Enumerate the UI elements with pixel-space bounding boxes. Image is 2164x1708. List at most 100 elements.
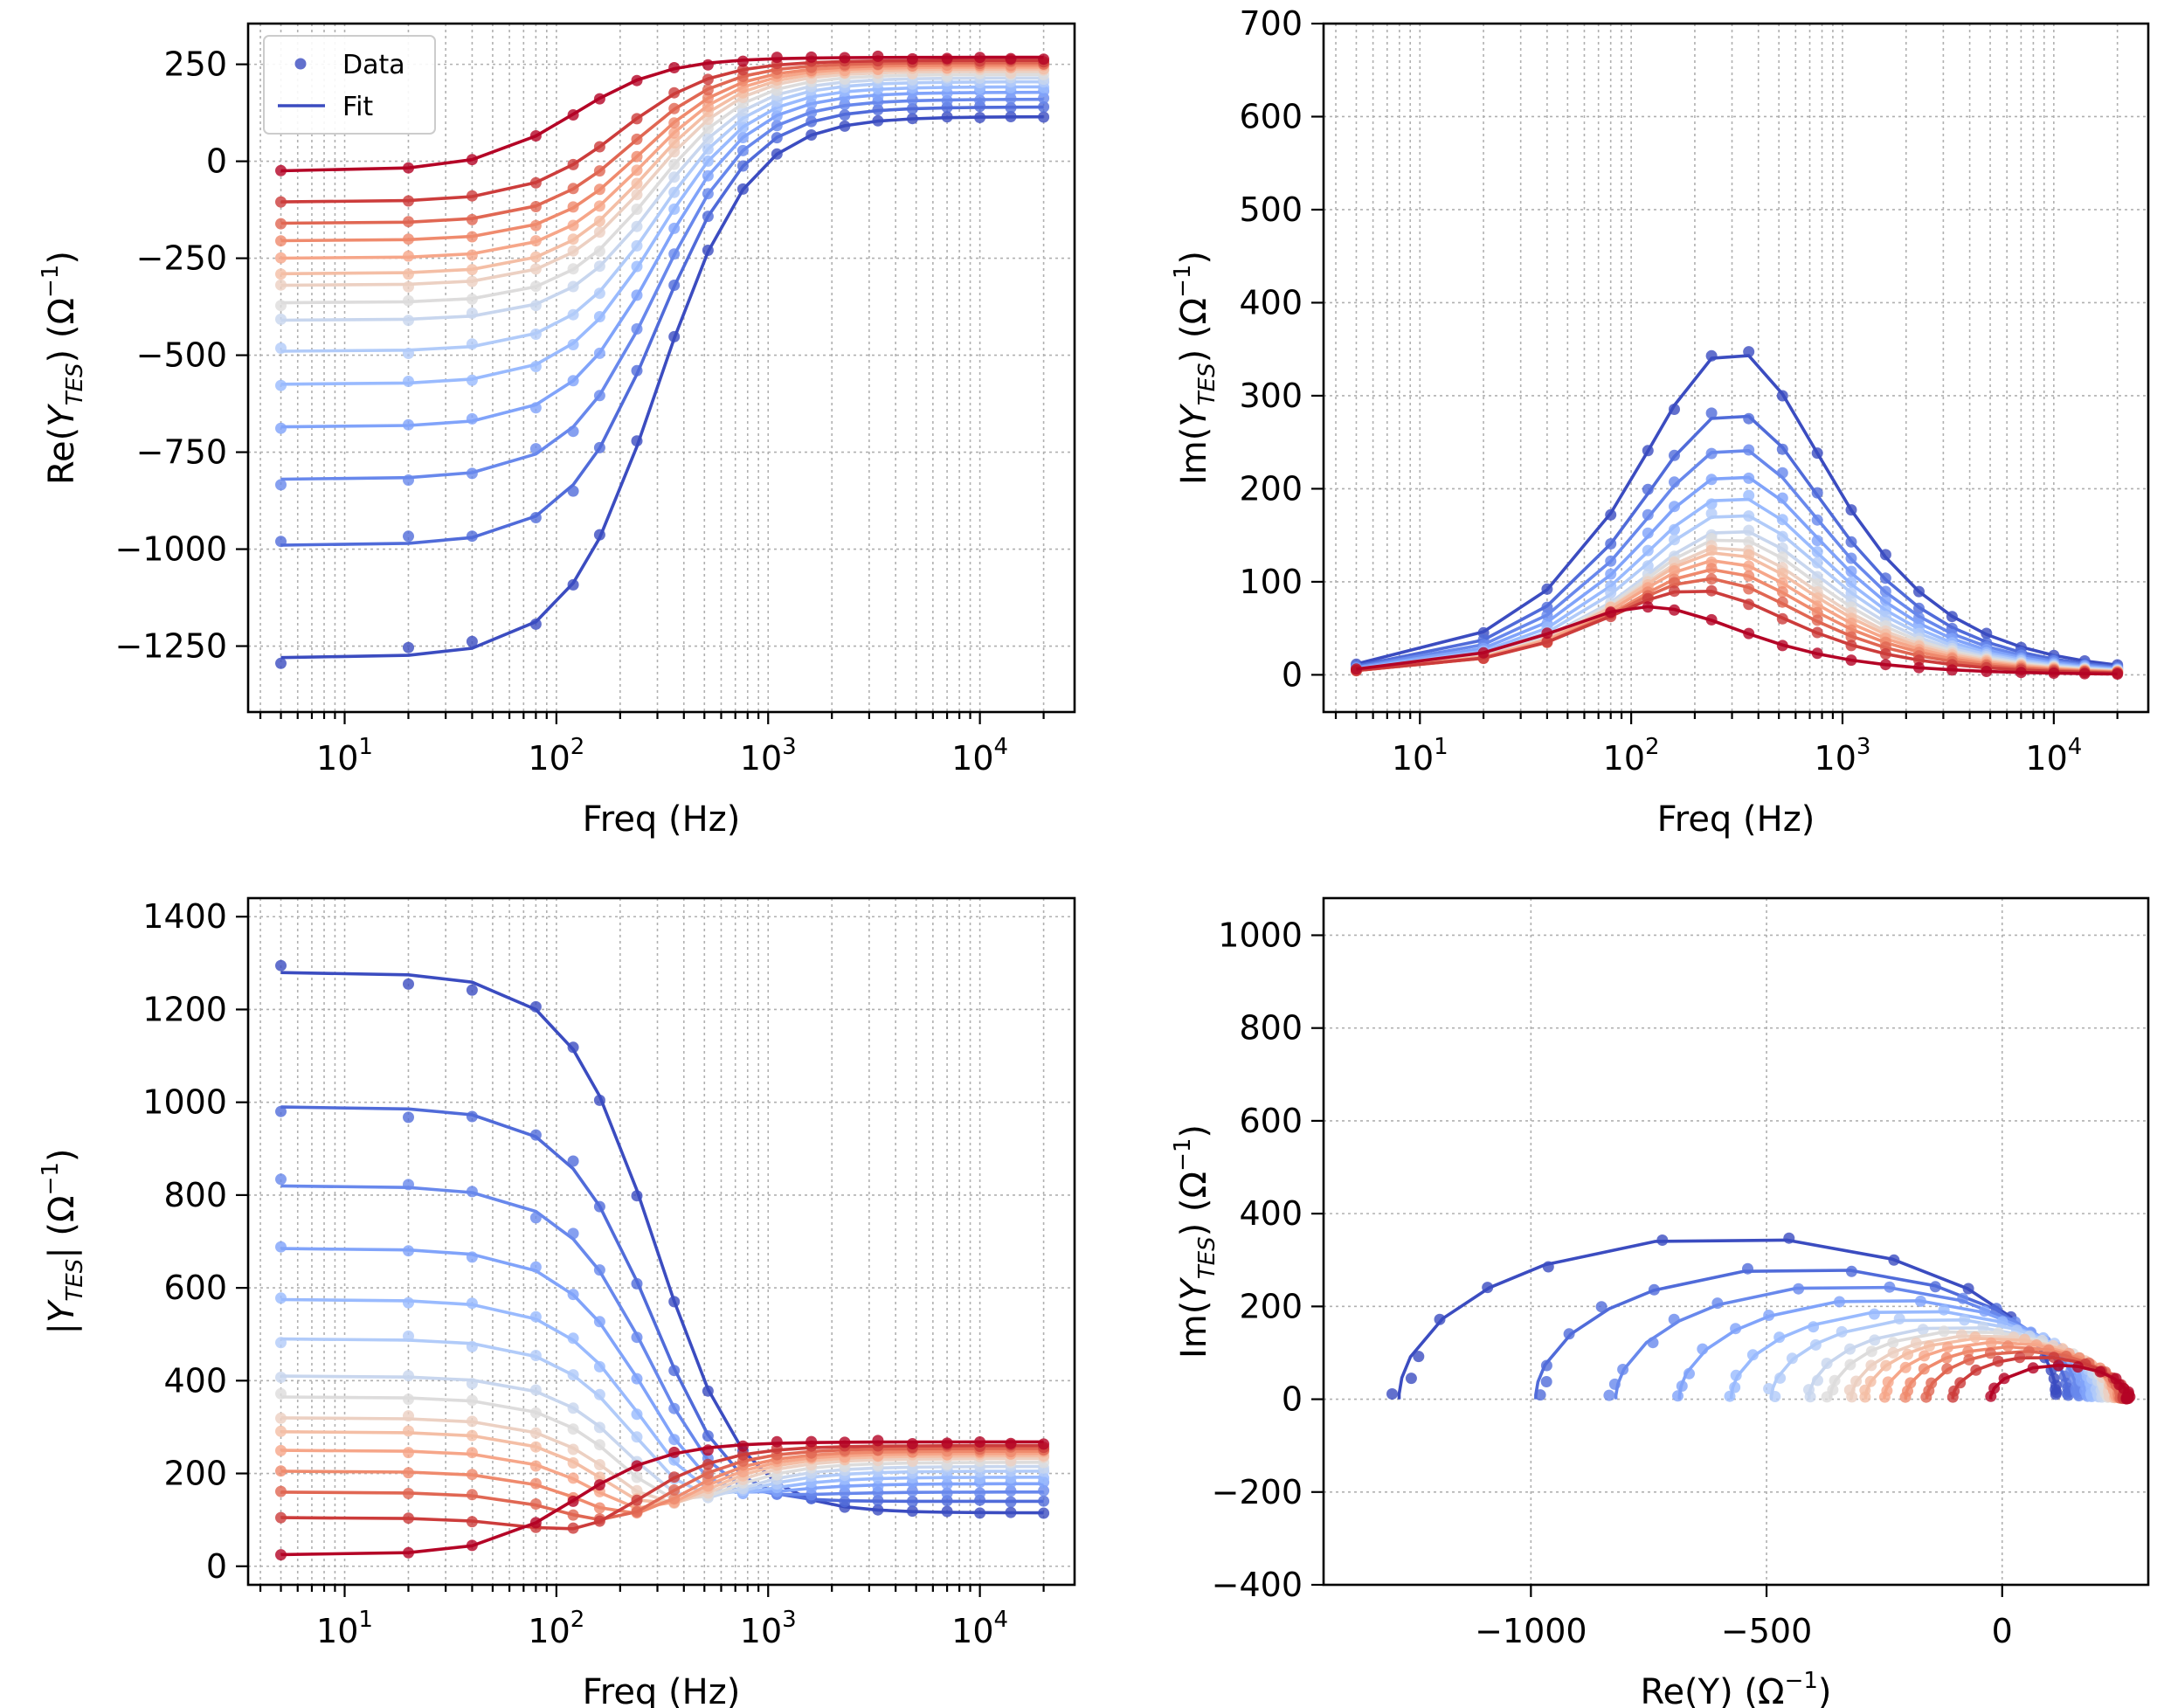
data-point-curve-15 bbox=[1642, 601, 1654, 613]
data-point-curve-15 bbox=[403, 1546, 414, 1559]
data-point-curve-8 bbox=[631, 204, 643, 215]
data-point-curve-4 bbox=[403, 418, 414, 431]
data-point-curve-10 bbox=[1776, 568, 1788, 579]
data-point-curve-1 bbox=[941, 1505, 953, 1518]
data-point-curve-3 bbox=[593, 1264, 605, 1276]
data-point-curve-7 bbox=[529, 300, 542, 312]
data-point-curve-13 bbox=[466, 213, 478, 225]
data-point-curve-6 bbox=[1763, 1383, 1775, 1394]
data-point-curve-15 bbox=[2048, 667, 2060, 679]
data-point-curve-7 bbox=[1977, 1321, 1989, 1333]
data-point-curve-7 bbox=[593, 1421, 605, 1434]
data-point-curve-2 bbox=[403, 530, 414, 543]
data-point-curve-5 bbox=[736, 121, 749, 134]
data-point-curve-13 bbox=[1743, 583, 1755, 595]
data-point-curve-6 bbox=[1959, 1314, 1971, 1326]
plot-area bbox=[275, 50, 1050, 669]
y-tick-label: −200 bbox=[1212, 1473, 1303, 1511]
data-point-curve-14 bbox=[702, 73, 714, 86]
data-point-curve-11 bbox=[1743, 560, 1755, 572]
data-point-curve-4 bbox=[668, 1434, 681, 1446]
data-point-curve-7 bbox=[668, 171, 681, 183]
data-point-curve-5 bbox=[1724, 1390, 1736, 1402]
data-point-curve-1 bbox=[1879, 549, 1891, 561]
data-point-curve-14 bbox=[567, 1522, 579, 1534]
data-point-curve-11 bbox=[466, 1447, 478, 1459]
y-tick-label: 500 bbox=[1239, 190, 1303, 229]
data-point-curve-12 bbox=[1705, 563, 1718, 575]
data-point-curve-3 bbox=[668, 248, 681, 260]
data-point-curve-6 bbox=[1836, 1325, 1848, 1338]
data-point-curve-15 bbox=[1946, 664, 1958, 676]
y-tick-label: −750 bbox=[136, 433, 227, 472]
data-point-curve-10 bbox=[1743, 549, 1755, 561]
data-point-curve-12 bbox=[403, 1467, 414, 1479]
data-point-curve-3 bbox=[906, 1485, 918, 1497]
data-point-curve-2 bbox=[736, 160, 749, 172]
x-axis-label: Re(Y) (Ω−1) bbox=[1640, 1668, 1831, 1708]
data-point-curve-2 bbox=[668, 1365, 681, 1377]
legend-data-marker bbox=[294, 58, 307, 70]
data-point-curve-6 bbox=[1705, 508, 1718, 520]
data-point-curve-4 bbox=[736, 132, 749, 143]
data-point-curve-15 bbox=[1998, 1373, 2010, 1385]
ticks bbox=[236, 63, 1045, 724]
data-point-curve-4 bbox=[1705, 474, 1718, 486]
data-point-curve-9 bbox=[1843, 1384, 1856, 1396]
data-point-curve-13 bbox=[631, 133, 643, 145]
data-point-curve-11 bbox=[466, 249, 478, 261]
y-tick-label: 600 bbox=[1239, 97, 1303, 135]
data-point-curve-4 bbox=[1811, 535, 1823, 547]
data-point-curve-13 bbox=[668, 1484, 681, 1496]
panel-im: 101 102 103 104 0 100 200 300 400 500 600 700 Freq (… bbox=[1170, 4, 2150, 840]
data-point-curve-2 bbox=[1990, 1303, 2002, 1315]
data-point-curve-8 bbox=[275, 1387, 287, 1400]
data-point-curve-15 bbox=[1541, 627, 1553, 640]
data-point-curve-13 bbox=[1845, 631, 1857, 643]
data-point-curve-7 bbox=[593, 260, 605, 273]
data-point-curve-11 bbox=[1881, 1385, 1893, 1397]
data-point-curve-8 bbox=[1887, 1337, 1899, 1349]
data-point-curve-6 bbox=[1786, 1352, 1798, 1365]
data-point-curve-6 bbox=[1776, 530, 1788, 543]
data-point-curve-3 bbox=[593, 390, 605, 402]
data-point-curve-15 bbox=[1038, 53, 1050, 66]
data-point-curve-12 bbox=[567, 201, 579, 213]
y-axis-label: Im(YTES) (Ω−1) bbox=[1170, 251, 1220, 485]
data-point-curve-12 bbox=[466, 1469, 478, 1481]
y-tick-label: 400 bbox=[1239, 283, 1303, 322]
data-point-curve-3 bbox=[974, 94, 986, 107]
data-point-curve-15 bbox=[805, 51, 818, 63]
data-point-curve-4 bbox=[1669, 501, 1680, 513]
data-point-curve-3 bbox=[771, 120, 783, 132]
data-point-curve-7 bbox=[275, 1372, 287, 1383]
data-point-curve-2 bbox=[631, 364, 643, 377]
data-point-curve-13 bbox=[1963, 1353, 1975, 1366]
data-point-curve-9 bbox=[1850, 1375, 1863, 1387]
data-point-curve-11 bbox=[275, 1444, 287, 1456]
axes-frame bbox=[1322, 896, 2150, 1587]
data-point-curve-8 bbox=[593, 1439, 605, 1451]
data-point-curve-2 bbox=[1595, 1301, 1607, 1313]
x-tick-label: 102 bbox=[528, 1607, 584, 1650]
data-point-curve-4 bbox=[1845, 565, 1857, 577]
data-point-curve-7 bbox=[736, 105, 749, 117]
data-point-curve-1 bbox=[805, 129, 818, 141]
data-point-curve-2 bbox=[1540, 1359, 1552, 1372]
data-point-curve-6 bbox=[1769, 1391, 1781, 1402]
data-point-curve-4 bbox=[1730, 1323, 1742, 1335]
data-point-curve-14 bbox=[403, 195, 414, 207]
data-point-curve-13 bbox=[275, 1485, 287, 1497]
data-point-curve-14 bbox=[275, 1511, 287, 1524]
data-point-curve-2 bbox=[1563, 1328, 1575, 1340]
data-point-curve-12 bbox=[668, 1493, 681, 1505]
data-point-curve-11 bbox=[1882, 1376, 1894, 1388]
data-point-curve-15 bbox=[2015, 667, 2027, 679]
y-tick-label: 600 bbox=[163, 1269, 227, 1307]
legend-box bbox=[263, 35, 436, 135]
data-point-curve-9 bbox=[631, 189, 643, 201]
data-point-curve-4 bbox=[567, 1289, 579, 1301]
data-point-curve-9 bbox=[668, 146, 681, 158]
data-point-curve-15 bbox=[1845, 654, 1857, 667]
data-point-curve-1 bbox=[1434, 1313, 1446, 1325]
